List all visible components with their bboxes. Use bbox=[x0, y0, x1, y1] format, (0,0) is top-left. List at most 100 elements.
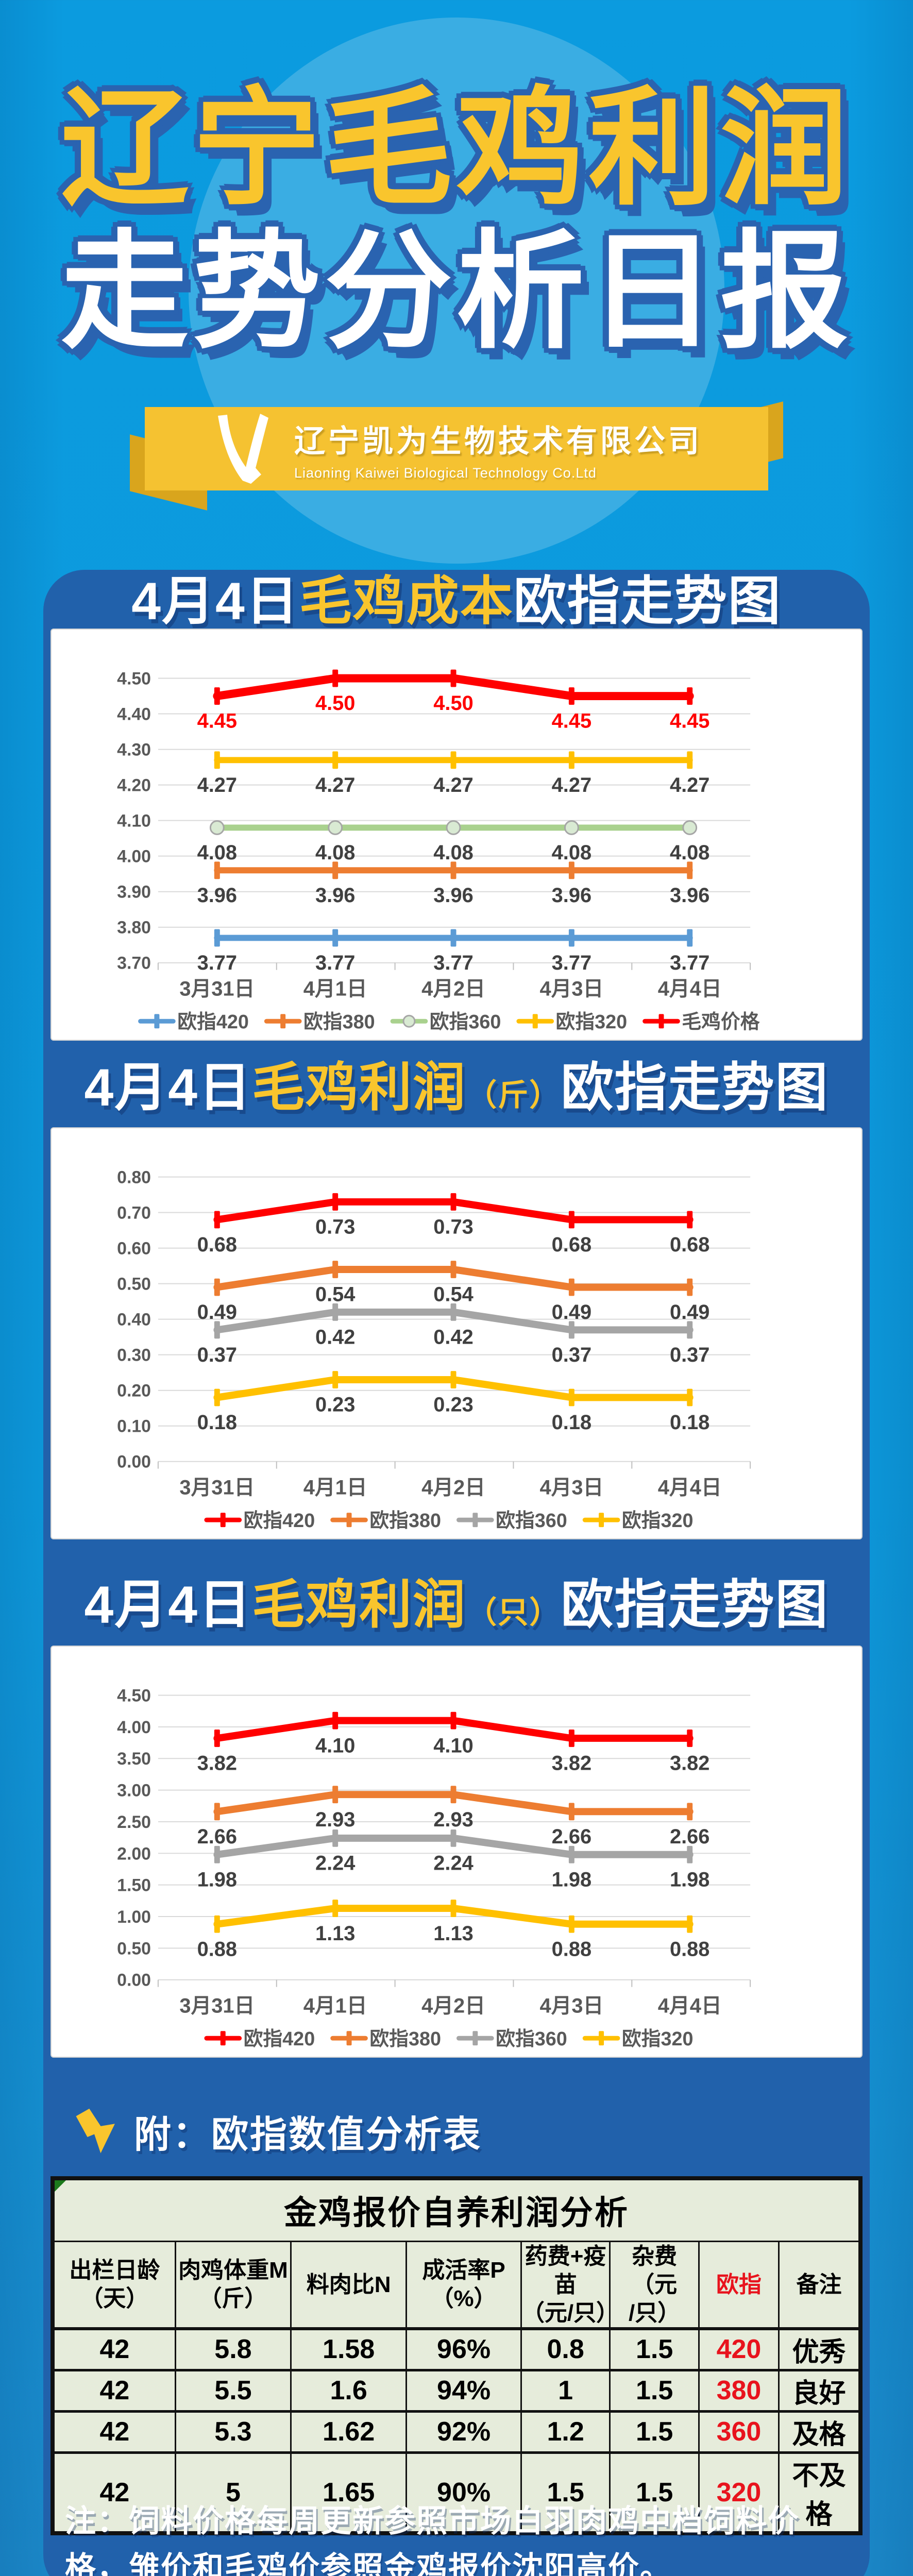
company-banner: 辽宁凯为生物技术有限公司 Liaoning Kaiwei Biological … bbox=[145, 407, 768, 490]
poster-title: 辽宁毛鸡利润 走势分析日报 bbox=[0, 77, 913, 364]
profit-per-bird-line-chart: 4.50 4.00 3.50 3.00 2.50 2.00 1.50 1.00 0.50 0.00… bbox=[117, 1686, 751, 2050]
table-cell: 1.62 bbox=[290, 2410, 408, 2453]
svg-text:0.80: 0.80 bbox=[117, 1167, 151, 1187]
svg-text:0.68: 0.68 bbox=[197, 1233, 237, 1256]
note-text: 注：饲料价格每周更新参照市场白羽肉鸡中档饲料价格，雏价和毛鸡价参照金鸡报价沈阳高… bbox=[65, 2504, 800, 2576]
svg-text:4.00: 4.00 bbox=[117, 1718, 151, 1737]
table-header-cell: 出栏日龄 （天） bbox=[52, 2240, 176, 2330]
table-cell: 0.8 bbox=[520, 2327, 611, 2371]
company-logo-icon bbox=[218, 414, 268, 484]
svg-text:欧指320: 欧指320 bbox=[556, 1011, 628, 1033]
table-cell: 5.5 bbox=[174, 2368, 292, 2412]
table-row: 42 5.5 1.6 94% 1 1.5 380 良好 bbox=[52, 2368, 861, 2412]
chart1-card: 4.50 4.40 4.30 4.20 4.10 4.00 3.90 3.80 3.70 3月31… bbox=[50, 629, 863, 1041]
table-cell: 96% bbox=[405, 2327, 522, 2371]
poster-title-line1: 辽宁毛鸡利润 bbox=[61, 77, 852, 220]
svg-text:0.49: 0.49 bbox=[670, 1301, 709, 1324]
svg-text:3.77: 3.77 bbox=[552, 952, 591, 974]
svg-text:0.68: 0.68 bbox=[670, 1233, 709, 1256]
table-title: 金鸡报价自养利润分析 bbox=[52, 2177, 861, 2242]
table-cell: 不及格 bbox=[778, 2451, 861, 2534]
table-cell: 良好 bbox=[778, 2368, 861, 2412]
company-name-cn: 辽宁凯为生物技术有限公司 bbox=[294, 424, 702, 459]
table-cell: 5.8 bbox=[174, 2327, 292, 2371]
chart-title-part: 4月4日 bbox=[131, 572, 299, 631]
chart-title-part: 毛鸡利润 bbox=[252, 1575, 466, 1634]
svg-text:4.45: 4.45 bbox=[670, 710, 709, 733]
svg-text:4.00: 4.00 bbox=[117, 847, 151, 867]
svg-text:0.37: 0.37 bbox=[670, 1344, 709, 1366]
svg-text:4月3日: 4月3日 bbox=[539, 977, 603, 1000]
chart2-card: 0.80 0.70 0.60 0.50 0.40 0.30 0.20 0.10 0.00 3月31… bbox=[50, 1127, 863, 1539]
svg-text:3.82: 3.82 bbox=[552, 1752, 591, 1775]
table-header-cell: 肉鸡体重M （斤） bbox=[174, 2240, 292, 2330]
table-cell: 94% bbox=[405, 2368, 522, 2412]
table-cell: 1.65 bbox=[290, 2451, 408, 2534]
svg-text:1.98: 1.98 bbox=[197, 1868, 237, 1891]
table-cell: 360 bbox=[698, 2410, 780, 2453]
svg-text:欧指380: 欧指380 bbox=[303, 1011, 375, 1033]
svg-text:2.66: 2.66 bbox=[552, 1825, 591, 1848]
svg-text:0.42: 0.42 bbox=[433, 1326, 473, 1349]
chart-title-part: （只） bbox=[466, 1595, 561, 1630]
svg-text:0.49: 0.49 bbox=[197, 1301, 237, 1324]
svg-text:0.88: 0.88 bbox=[670, 1938, 709, 1960]
svg-text:3.82: 3.82 bbox=[197, 1752, 237, 1775]
svg-text:1.98: 1.98 bbox=[552, 1868, 591, 1891]
table-cell: 5.3 bbox=[174, 2410, 292, 2453]
svg-text:2.50: 2.50 bbox=[117, 1812, 151, 1832]
svg-text:0.00: 0.00 bbox=[117, 1971, 151, 1990]
profit-table: 金鸡报价自养利润分析 出栏日龄 （天） 肉鸡体重M （斤） 料肉比N 成活率P （%）药… bbox=[50, 2176, 863, 2535]
chart-title-part: 4月4日 bbox=[84, 1058, 252, 1117]
svg-text:4.08: 4.08 bbox=[552, 841, 591, 864]
table-cell: 92% bbox=[405, 2410, 522, 2453]
svg-text:4.08: 4.08 bbox=[197, 841, 237, 864]
svg-text:4.27: 4.27 bbox=[670, 774, 709, 796]
svg-text:4.20: 4.20 bbox=[117, 776, 151, 795]
svg-text:0.23: 0.23 bbox=[433, 1394, 473, 1416]
svg-text:欧指360: 欧指360 bbox=[430, 1011, 501, 1033]
svg-text:0.54: 0.54 bbox=[315, 1283, 355, 1306]
svg-text:4.10: 4.10 bbox=[315, 1734, 355, 1757]
chart-title-part: 毛鸡利润 bbox=[252, 1058, 466, 1117]
svg-text:0.70: 0.70 bbox=[117, 1203, 151, 1223]
appendix-header: 附：欧指数值分析表 bbox=[73, 2104, 482, 2158]
profit-per-jin-line-chart: 0.80 0.70 0.60 0.50 0.40 0.30 0.20 0.10 0.00 3月31… bbox=[117, 1167, 751, 1532]
table-cell: 42 bbox=[52, 2451, 176, 2534]
chart-title-part: 欧指走势图 bbox=[561, 1058, 829, 1117]
svg-text:0.18: 0.18 bbox=[197, 1411, 237, 1434]
table-cell: 及格 bbox=[778, 2410, 861, 2453]
svg-text:4.27: 4.27 bbox=[197, 774, 237, 796]
svg-text:0.60: 0.60 bbox=[117, 1239, 151, 1259]
table-cell: 5 bbox=[174, 2451, 292, 2534]
svg-text:3.77: 3.77 bbox=[315, 952, 355, 974]
svg-text:欧指360: 欧指360 bbox=[496, 1510, 567, 1532]
svg-text:3.96: 3.96 bbox=[315, 884, 355, 907]
svg-text:0.73: 0.73 bbox=[315, 1216, 355, 1239]
svg-text:1.00: 1.00 bbox=[117, 1907, 151, 1927]
svg-text:3.77: 3.77 bbox=[197, 952, 237, 974]
svg-text:4.45: 4.45 bbox=[552, 710, 591, 733]
table-cell: 1.5 bbox=[609, 2327, 700, 2371]
svg-text:3.90: 3.90 bbox=[117, 883, 151, 902]
svg-text:3.96: 3.96 bbox=[670, 884, 709, 907]
svg-text:4月3日: 4月3日 bbox=[539, 1476, 603, 1499]
table-cell: 1 bbox=[520, 2368, 611, 2412]
svg-text:4.27: 4.27 bbox=[315, 774, 355, 796]
table-cell: 1.2 bbox=[520, 2410, 611, 2453]
svg-text:0.00: 0.00 bbox=[117, 1452, 151, 1472]
chart2-title: 4月4日毛鸡利润（斤）欧指走势图 bbox=[43, 1060, 870, 1115]
svg-text:0.42: 0.42 bbox=[315, 1326, 355, 1349]
svg-text:0.88: 0.88 bbox=[552, 1938, 591, 1960]
svg-text:0.18: 0.18 bbox=[670, 1411, 709, 1434]
svg-text:2.24: 2.24 bbox=[315, 1852, 355, 1875]
table-header-cell: 欧指 bbox=[698, 2240, 780, 2330]
poster-title-line2: 走势分析日报 bbox=[61, 219, 852, 363]
svg-text:3.50: 3.50 bbox=[117, 1749, 151, 1769]
svg-text:3.70: 3.70 bbox=[117, 954, 151, 973]
svg-text:0.68: 0.68 bbox=[552, 1233, 591, 1256]
chart-title-part: 欧指走势图 bbox=[513, 572, 782, 631]
svg-text:毛鸡价格: 毛鸡价格 bbox=[682, 1011, 760, 1033]
svg-text:3月31日: 3月31日 bbox=[179, 1994, 255, 2017]
svg-text:3.96: 3.96 bbox=[197, 884, 237, 907]
